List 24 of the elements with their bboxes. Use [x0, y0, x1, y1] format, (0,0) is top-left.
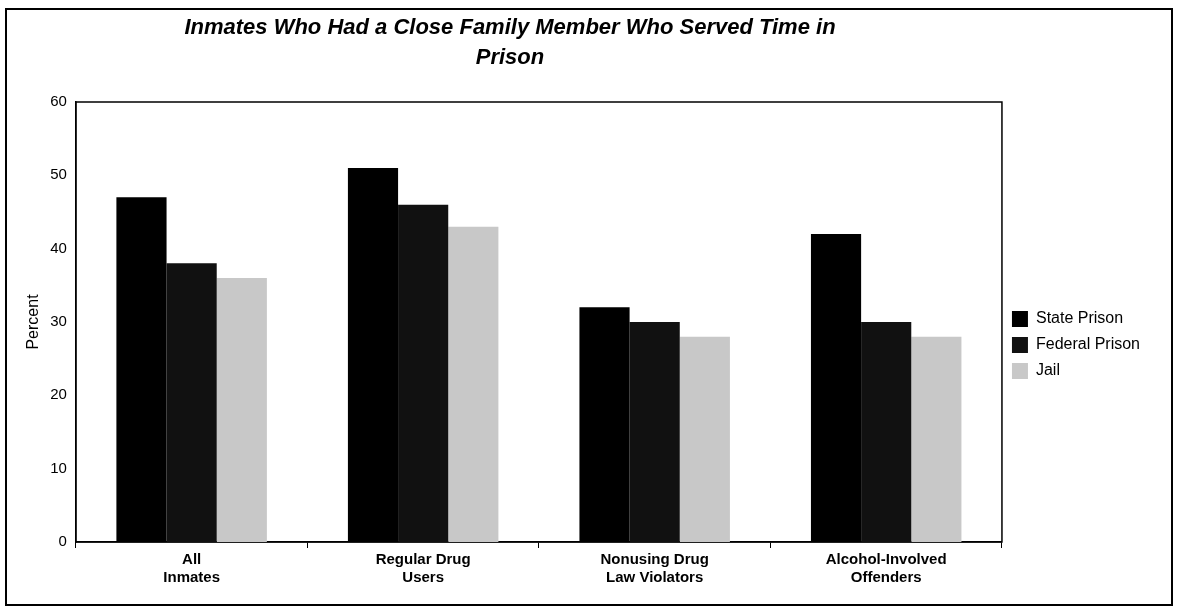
y-tick-label: 20 — [50, 385, 67, 403]
y-tick-label: 0 — [58, 532, 67, 550]
bar — [166, 263, 217, 542]
x-tick-label: Alcohol-Involved Offenders — [825, 550, 947, 586]
bar — [861, 322, 912, 542]
y-axis-title: Percent — [24, 293, 42, 350]
chart-title: Inmates Who Had a Close Family Member Who Served Time in Prison — [183, 13, 837, 71]
legend-label: Federal Prison — [1035, 335, 1140, 353]
bar — [448, 226, 499, 542]
y-tick-label: 30 — [50, 312, 67, 330]
y-tick-label: 60 — [50, 92, 67, 110]
x-tick-label: Regular Drug Users — [375, 550, 471, 586]
y-tick-label: 10 — [50, 458, 67, 476]
bar — [911, 336, 962, 542]
legend-label: State Prison — [1035, 309, 1124, 327]
bar — [629, 322, 680, 542]
bar — [679, 336, 730, 542]
bar — [216, 278, 267, 542]
bar — [398, 204, 449, 542]
x-tick-label: Nonusing Drug Law Violators — [600, 550, 709, 586]
y-tick-label: 50 — [50, 165, 67, 183]
legend-label: Jail — [1035, 361, 1060, 379]
y-tick-label: 40 — [50, 238, 67, 256]
x-tick-label: All Inmates — [163, 550, 220, 586]
